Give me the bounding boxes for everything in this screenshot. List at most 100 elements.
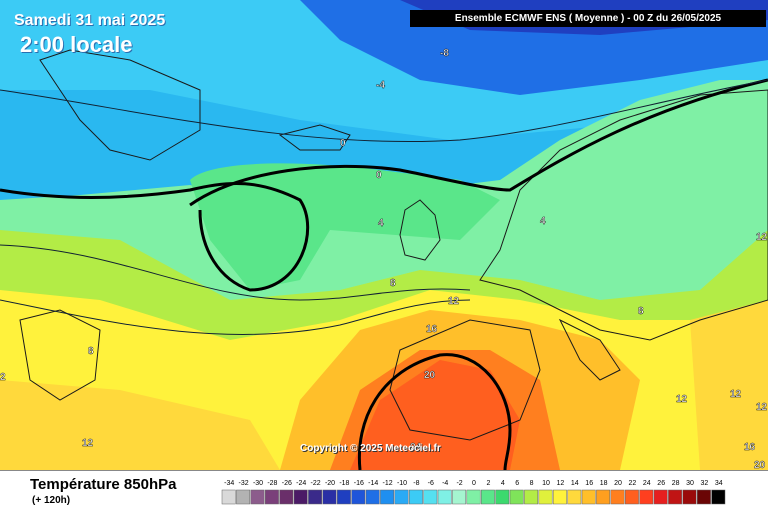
legend-tick-label: 6 (515, 480, 519, 487)
map-label: 8 (88, 346, 94, 357)
legend-swatch (365, 489, 380, 505)
legend-swatch (495, 489, 510, 505)
field-east-warm (690, 300, 768, 470)
legend-swatch (711, 489, 726, 505)
legend-tick-label: 2 (486, 480, 490, 487)
legend-tick-label: 24 (643, 480, 651, 487)
uk-outline (399, 199, 441, 261)
isotherm-20 (357, 353, 512, 470)
legend-tick-label: -32 (239, 480, 249, 487)
legend-tick-label: 26 (657, 480, 665, 487)
azores-outline (19, 309, 101, 401)
legend-swatch (308, 489, 323, 505)
map-label: 4 (540, 216, 546, 227)
legend-tick-label: 0 (472, 480, 476, 487)
map-label: 0 (340, 138, 346, 149)
legend-swatch (567, 489, 582, 505)
legend-tick-label: -28 (267, 480, 277, 487)
iberia-outline (389, 319, 541, 441)
map-label: 12 (676, 394, 688, 405)
legend-swatch (250, 489, 265, 505)
isotherm-0 (189, 78, 768, 207)
legend-swatch (610, 489, 625, 505)
legend-swatch (668, 489, 683, 505)
field-sw-warm (0, 380, 280, 470)
map-label: 12 (448, 296, 460, 307)
legend-swatch (322, 489, 337, 505)
legend-swatch (552, 489, 567, 505)
legend-tick-label: 22 (629, 480, 637, 487)
legend-swatch (581, 489, 596, 505)
legend-swatch (524, 489, 539, 505)
legend-tick-label: 28 (672, 480, 680, 487)
italy-outline (558, 318, 621, 381)
legend-swatch (408, 489, 423, 505)
legend-swatch (480, 489, 495, 505)
map-label: 20 (754, 460, 766, 470)
temperature-map: -8 -4 0 0 4 4 8 8 12 12 16 20 24 12 12 8… (0, 0, 768, 470)
legend-swatch (509, 489, 524, 505)
map-label: 12 (730, 389, 742, 400)
legend-tick-label: 30 (686, 480, 694, 487)
map-label: 4 (378, 218, 384, 229)
map-label: 12 (756, 402, 768, 413)
legend-swatch (351, 489, 366, 505)
map-label: 16 (426, 324, 438, 335)
legend-swatch (394, 489, 409, 505)
legend-swatch (452, 489, 467, 505)
legend-tick-label: -22 (311, 480, 321, 487)
legend-tick-label: -10 (397, 480, 407, 487)
parameter-title: Température 850hPa (30, 476, 177, 493)
greenland-outline (39, 49, 201, 161)
legend-tick-label: -26 (282, 480, 292, 487)
legend-tick-label: -4 (442, 480, 448, 487)
legend-swatch (466, 489, 481, 505)
legend-tick-label: 12 (557, 480, 565, 487)
legend-tick-label: 32 (701, 480, 709, 487)
map-label: -4 (376, 80, 385, 91)
legend-tick-label: -2 (456, 480, 462, 487)
legend-tick-label: -34 (224, 480, 234, 487)
isotherm-0-loop (0, 182, 310, 292)
legend-tick-label: -6 (428, 480, 434, 487)
copyright-notice: Copyright © 2025 Meteociel.fr (300, 443, 441, 454)
forecast-date: Samedi 31 mai 2025 (14, 12, 166, 29)
legend-tick-label: -30 (253, 480, 263, 487)
legend-swatch (639, 489, 654, 505)
map-label: 8 (638, 306, 644, 317)
map-label: 8 (390, 278, 396, 289)
model-banner: Ensemble ECMWF ENS ( Moyenne ) - 00 Z du… (410, 10, 766, 27)
legend-tick-label: -14 (368, 480, 378, 487)
legend-swatch (682, 489, 697, 505)
legend-tick-label: 34 (715, 480, 723, 487)
isotherm-8 (0, 244, 471, 301)
legend-tick-label: 16 (585, 480, 593, 487)
map-label: 24 (410, 442, 422, 453)
legend-swatch (696, 489, 711, 505)
legend-tick-label: 20 (614, 480, 622, 487)
legend-tick-label: -18 (339, 480, 349, 487)
legend-swatch (596, 489, 611, 505)
map-label: -8 (440, 48, 449, 59)
legend-tick-label: -12 (383, 480, 393, 487)
legend-tick-label: -8 (413, 480, 419, 487)
legend-tick-label: 18 (600, 480, 608, 487)
isotherm-12 (0, 299, 471, 335)
europe-outline (479, 89, 768, 341)
legend-tick-label: 8 (530, 480, 534, 487)
legend-swatch (653, 489, 668, 505)
legend-tick-label: 14 (571, 480, 579, 487)
legend-tick-label: -20 (325, 480, 335, 487)
legend-swatch (624, 489, 639, 505)
legend-tick-label: 4 (501, 480, 505, 487)
legend-swatch (423, 489, 438, 505)
legend-swatch (437, 489, 452, 505)
legend-footer: Température 850hPa (+ 120h) -34 -32 -30 -28… (0, 470, 768, 513)
map-canvas: -8 -4 0 0 4 4 8 8 12 12 16 20 24 12 12 8… (0, 0, 768, 470)
forecast-time: 2:00 locale (20, 32, 133, 57)
field-tongue (190, 163, 500, 290)
legend-tick-label: 10 (542, 480, 550, 487)
iceland-outline (278, 124, 351, 151)
legend-swatch (380, 489, 395, 505)
legend-swatch (264, 489, 279, 505)
